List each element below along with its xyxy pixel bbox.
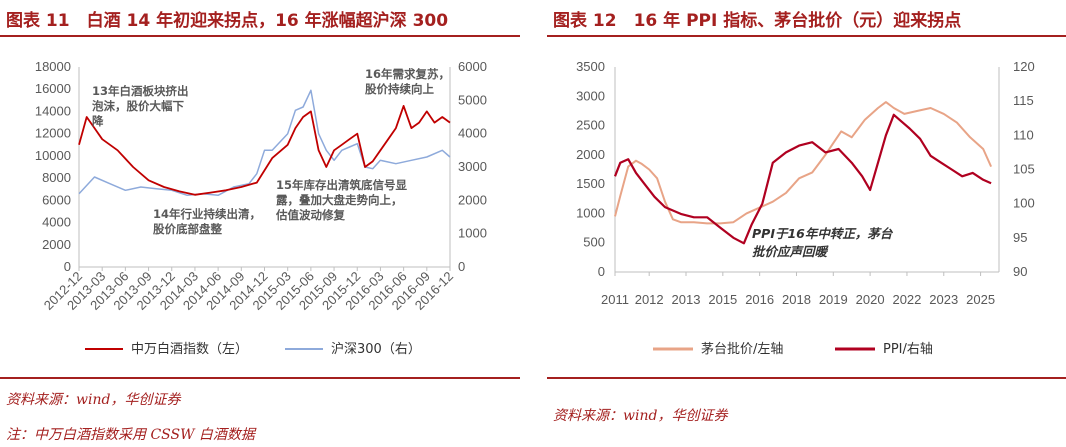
annotation-text: 降 (92, 114, 104, 128)
series-line (613, 113, 992, 245)
y-right-tick-label: 90 (1013, 264, 1027, 279)
y-right-tick-label: 4000 (458, 126, 487, 141)
annotation-text: 泡沫，股价大幅下 (92, 99, 184, 113)
x-tick-label: 2018 (782, 292, 811, 307)
figure-panel-11: 图表 11 白酒 14 年初迎来拐点，16 年涨幅超沪深 300 0 2000 40… (0, 0, 520, 447)
series-line (78, 105, 451, 196)
y-left-tick-label: 6000 (42, 192, 71, 207)
x-tick-label: 2013 (672, 292, 701, 307)
y-right-tick-label: 105 (1013, 162, 1035, 177)
x-tick-label: 2020 (856, 292, 885, 307)
y-left-tick-label: 2000 (576, 147, 605, 162)
x-tick-label: 2012 (635, 292, 664, 307)
y-left-tick-label: 10000 (35, 148, 71, 163)
annotation-text: 14年行业持续出清， (153, 207, 261, 221)
y-left-tick-label: 12000 (35, 126, 71, 141)
footer-rule (547, 377, 1066, 379)
annotation-text: 13年白酒板块挤出 (92, 84, 189, 98)
x-tick-label: 2019 (819, 292, 848, 307)
y-right-tick-label: 5000 (458, 92, 487, 107)
chart-12: 0 500 1000 1500 2000 2500 3000 3500 90 95 100 105 11… (576, 59, 1035, 357)
x-tick-label: 2025 (966, 292, 995, 307)
legend-label: PPI/右轴 (883, 342, 933, 357)
x-tick-label: 2015 (708, 292, 737, 307)
series-line (614, 101, 993, 225)
y-right-tick-label: 2000 (458, 192, 487, 207)
y-left-tick-label: 4000 (42, 215, 71, 230)
y-left-tick-label: 8000 (42, 170, 71, 185)
legend-label: 沪深300（右） (331, 341, 421, 357)
y-left-tick-label: 1500 (576, 176, 605, 191)
annotation-text: 16年需求复苏， (365, 67, 450, 81)
figure-panel-12: 图表 12 16 年 PPI 指标、茅台批价（元）迎来拐点 0 500 1000 15… (547, 0, 1066, 447)
annotation-text: PPI于16年中转正，茅台 (752, 226, 894, 241)
title-rule (547, 35, 1066, 37)
y-left-tick-label: 18000 (35, 59, 71, 74)
footer-rule (0, 377, 520, 379)
legend-label: 中万白酒指数（左） (131, 341, 248, 357)
y-right-tick-label: 110 (1013, 127, 1034, 142)
chart-11: 0200040006000800010000120001400016000180… (35, 59, 487, 357)
y-left-tick-label: 16000 (35, 81, 71, 96)
series-line (78, 89, 451, 197)
source-note: 资料来源：wind，华创证券 (6, 392, 181, 408)
annotation-text: 股价持续向上 (365, 82, 434, 96)
x-tick-label: 2022 (892, 292, 921, 307)
figure-11-title: 图表 11 白酒 14 年初迎来拐点，16 年涨幅超沪深 300 (6, 11, 449, 31)
annotation-text: 15年库存出清筑底信号显 (276, 178, 408, 192)
annotation-text: 批价应声回暖 (752, 244, 830, 259)
annotation-text: 估值波动修复 (275, 208, 345, 222)
y-right-tick-label: 1000 (458, 226, 487, 241)
annotation-text: 露，叠加大盘走势向上， (276, 193, 403, 207)
y-right-tick-label: 6000 (458, 59, 487, 74)
y-left-tick-label: 3000 (576, 88, 605, 103)
annotation-text: 股价底部盘整 (153, 222, 222, 236)
title-rule (0, 35, 520, 37)
y-left-tick-label: 1000 (576, 205, 605, 220)
y-right-tick-label: 3000 (458, 159, 487, 174)
x-tick-label: 2016 (745, 292, 774, 307)
y-right-tick-label: 100 (1013, 196, 1035, 211)
y-right-tick-label: 115 (1013, 93, 1034, 108)
figure-12-title: 图表 12 16 年 PPI 指标、茅台批价（元）迎来拐点 (553, 11, 962, 31)
y-right-tick-label: 0 (458, 259, 465, 274)
y-right-tick-label: 120 (1013, 59, 1035, 74)
y-left-tick-label: 0 (64, 259, 71, 274)
y-left-tick-label: 2000 (42, 237, 71, 252)
source-note: 资料来源：wind，华创证券 (553, 408, 728, 424)
y-left-tick-label: 0 (598, 264, 605, 279)
legend-label: 茅台批价/左轴 (701, 342, 783, 357)
x-tick-label: 2023 (929, 292, 958, 307)
y-left-tick-label: 3500 (576, 59, 605, 74)
y-left-tick-label: 14000 (35, 103, 71, 118)
y-left-tick-label: 500 (583, 235, 605, 250)
x-tick-label: 2011 (601, 292, 629, 307)
y-right-tick-label: 95 (1013, 230, 1027, 245)
method-note: 注：中万白酒指数采用 CSSW 白酒数据 (6, 427, 255, 443)
y-left-tick-label: 2500 (576, 118, 605, 133)
